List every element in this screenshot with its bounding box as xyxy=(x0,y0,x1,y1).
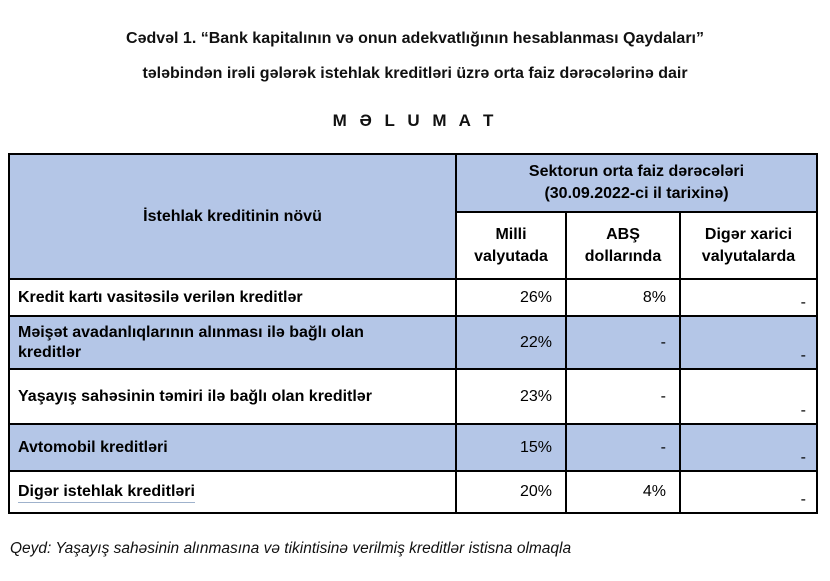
usd-value: 8% xyxy=(565,278,681,317)
header-row-group: İstehlak kreditinin növü Sektorun orta f… xyxy=(8,153,818,280)
table-row-auto-loans: Avtomobil kreditləri 15% - - xyxy=(8,423,818,472)
usd-value: - xyxy=(565,315,681,370)
title-block: Cədvəl 1. “Bank kapitalının və onun adek… xyxy=(0,0,830,131)
table-row-credit-card: Kredit kartı vasitəsilə verilən kreditlə… xyxy=(8,278,818,317)
national-currency-value: 23% xyxy=(455,368,567,425)
row-label: Məişət avadanlıqlarının alınması ilə bağ… xyxy=(8,315,457,370)
national-currency-value: 22% xyxy=(455,315,567,370)
table-row-other-consumer-loans: Digər istehlak kreditləri 20% 4% - xyxy=(8,470,818,514)
usd-value: 4% xyxy=(565,470,681,514)
other-currency-value: - xyxy=(679,315,818,370)
table-row-home-repair: Yaşayış sahəsinin təmiri ilə bağlı olan … xyxy=(8,368,818,425)
rates-table: İstehlak kreditinin növü Sektorun orta f… xyxy=(8,153,818,514)
national-currency-value: 20% xyxy=(455,470,567,514)
row-label-underlined-text: Digər istehlak kreditləri xyxy=(18,483,195,503)
column-header-credit-type: İstehlak kreditinin növü xyxy=(8,153,457,280)
header-row-currencies: Milli valyutada ABŞ dollarında Digər xar… xyxy=(9,211,818,280)
table-row-household-appliances: Məişət avadanlıqlarının alınması ilə bağ… xyxy=(8,315,818,370)
row-label: Avtomobil kreditləri xyxy=(8,423,457,472)
title-line-2: tələbindən irəli gələrək istehlak kredit… xyxy=(142,65,688,82)
national-currency-value: 15% xyxy=(455,423,567,472)
other-currency-value: - xyxy=(679,278,818,317)
usd-value: - xyxy=(565,423,681,472)
other-currency-value: - xyxy=(679,368,818,425)
column-header-national-currency: Milli valyutada xyxy=(455,211,567,280)
row-label: Kredit kartı vasitəsilə verilən kreditlə… xyxy=(8,278,457,317)
usd-value: - xyxy=(565,368,681,425)
info-heading: M Ə L U M A T xyxy=(332,111,498,130)
footnote: Qeyd: Yaşayış sahəsinin alınmasına və ti… xyxy=(10,540,572,557)
column-header-other-currencies: Digər xarici valyutalarda xyxy=(679,211,818,280)
other-currency-value: - xyxy=(679,423,818,472)
title-line-1: Cədvəl 1. “Bank kapitalının və onun adek… xyxy=(126,30,704,47)
row-label: Yaşayış sahəsinin təmiri ilə bağlı olan … xyxy=(8,368,457,425)
column-group-header-sector-rates: Sektorun orta faiz dərəcələri (30.09.202… xyxy=(455,153,818,213)
column-header-usd: ABŞ dollarında xyxy=(565,211,681,280)
other-currency-value: - xyxy=(679,470,818,514)
national-currency-value: 26% xyxy=(455,278,567,317)
row-label: Digər istehlak kreditləri xyxy=(8,470,457,514)
